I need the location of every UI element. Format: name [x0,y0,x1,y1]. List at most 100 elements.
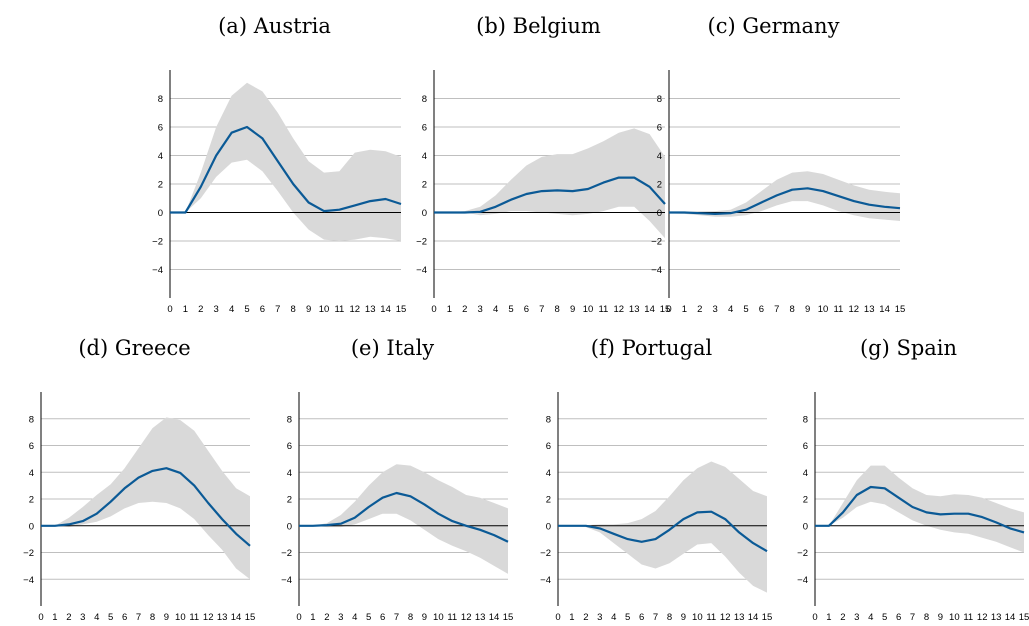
x-tick-label: 6 [380,612,385,623]
x-tick-label: 7 [910,612,915,623]
y-tick-label: −2 [152,237,163,248]
x-tick-label: 14 [489,612,500,623]
x-tick-label: 15 [895,304,906,315]
x-tick-label: 11 [833,304,843,315]
series-line [434,176,666,214]
y-tick-label: 0 [422,208,427,219]
x-tick-label: 3 [713,304,718,315]
y-tick-label: 6 [657,123,662,134]
x-tick-label: 4 [229,304,234,315]
y-tick-label: 2 [287,495,292,506]
x-tick-label: 12 [461,612,472,623]
x-tick-label: 12 [203,612,214,623]
x-tick-label: 11 [598,304,608,315]
x-tick-label: 15 [503,612,514,623]
x-tick-label: 7 [774,304,779,315]
y-tick-label: 2 [657,180,662,191]
x-tick-label: 1 [682,304,687,315]
y-tick-label: 6 [803,441,808,452]
y-tick-label: 2 [29,495,34,506]
x-tick-label: 1 [310,612,315,623]
y-tick-label: 2 [546,495,551,506]
y-tick-label: 4 [657,151,662,162]
x-tick-label: 11 [963,612,973,623]
panel-italy: (e) Italy −4 −2 0 2 4 6 8 0 1 2 3 4 5 6 7 8 9 10 11 12 13 14 1… [275,334,513,624]
x-tick-label: 0 [812,612,817,623]
y-tick-label: −2 [797,548,808,559]
x-tick-label: 12 [350,304,361,315]
y-tick-label: 6 [287,441,292,452]
x-tick-label: 10 [583,304,594,315]
x-tick-label: 2 [583,612,588,623]
x-tick-label: 13 [217,612,228,623]
x-tick-label: 11 [334,304,344,315]
x-tick-label: 5 [743,304,748,315]
y-tick-label: 8 [803,414,808,425]
x-tick-label: 15 [245,612,256,623]
panel-title: (c) Germany [707,14,840,38]
x-tick-label: 2 [198,304,203,315]
x-tick-label: 4 [868,612,873,623]
series-line [41,467,251,547]
x-tick-label: 5 [882,612,887,623]
x-tick-label: 3 [338,612,343,623]
y-tick-label: 6 [29,441,34,452]
x-tick-label: 10 [949,612,960,623]
x-tick-label: 10 [319,304,330,315]
x-tick-label: 4 [94,612,99,623]
x-tick-label: 1 [569,612,574,623]
x-tick-label: 2 [697,304,702,315]
series-line [299,491,509,543]
x-tick-label: 0 [167,304,172,315]
x-tick-label: 3 [214,304,219,315]
confidence-band [170,82,401,241]
x-tick-label: 1 [447,304,452,315]
y-tick-label: 8 [287,414,292,425]
x-tick-label: 7 [394,612,399,623]
x-tick-label: 8 [408,612,413,623]
x-tick-label: 13 [991,612,1002,623]
x-tick-label: 6 [524,304,529,315]
x-tick-label: 11 [706,612,716,623]
x-tick-label: 9 [938,612,943,623]
y-tick-label: −2 [23,548,34,559]
y-tick-label: 6 [546,441,551,452]
y-tick-label: 4 [803,468,808,479]
x-tick-label: 5 [625,612,630,623]
panel-spain: (g) Spain −4 −2 0 2 4 6 8 0 1 2 3 4 5 6 7 8 9 10 11 12 13 14 1… [791,334,1029,624]
x-tick-label: 8 [555,304,560,315]
x-tick-label: 10 [175,612,186,623]
y-tick-label: 0 [29,521,34,532]
panel-belgium: (b) Belgium −4 −2 0 2 4 6 8 0 1 2 3 4 5 6 7 8 9 10 11 12 13 1… [410,12,670,315]
x-tick-label: 14 [644,304,655,315]
panel-title: (d) Greece [78,336,191,360]
y-tick-label: 4 [287,468,292,479]
y-tick-label: −2 [651,237,662,248]
x-tick-label: 9 [570,304,575,315]
x-tick-label: 1 [52,612,57,623]
y-tick-label: −4 [651,265,662,276]
confidence-band [41,417,250,580]
y-tick-label: −4 [281,575,292,586]
x-tick-label: 9 [422,612,427,623]
y-tick-label: 0 [803,521,808,532]
x-tick-label: 15 [1019,612,1029,623]
x-tick-label: 8 [150,612,155,623]
confidence-band [558,461,767,593]
x-tick-label: 13 [629,304,640,315]
x-tick-label: 5 [108,612,113,623]
x-tick-label: 1 [183,304,188,315]
x-tick-label: 6 [639,612,644,623]
x-tick-label: 14 [380,304,391,315]
y-tick-label: 6 [422,123,427,134]
panel-portugal: (f) Portugal −4 −2 0 2 4 6 8 0 1 2 3 4 5 6 7 8 9 10 11 12 13… [534,334,772,624]
x-tick-label: 9 [164,612,169,623]
y-tick-label: 0 [546,521,551,532]
x-tick-label: 7 [653,612,658,623]
panel-austria: (a) Austria −4 −2 0 2 4 6 8 0 1 2 3 4 5 6 7 8 9 10 11 12 13 1… [146,12,406,315]
x-tick-label: 12 [849,304,860,315]
y-tick-label: 0 [287,521,292,532]
